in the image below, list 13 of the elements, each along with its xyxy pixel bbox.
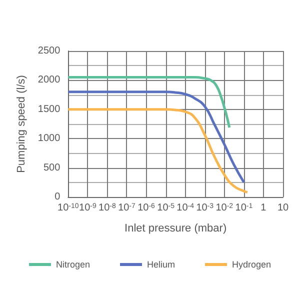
y-tick-label: 2500 [38, 46, 61, 56]
x-tick-label: 1 [260, 202, 267, 214]
y-tick-label: 1500 [38, 104, 61, 115]
x-axis-title: Inlet pressure (mbar) [124, 222, 227, 234]
y-tick-label: 500 [43, 162, 61, 174]
x-tick-label: 10 [277, 202, 289, 214]
y-tick-label: 0 [54, 192, 61, 202]
y-tick-label: 1000 [38, 133, 61, 144]
y-axis-title: Pumping speed (l/s) [16, 75, 28, 173]
y-tick-label: 2000 [38, 74, 61, 86]
legend-label: Hydrogen [232, 260, 272, 270]
legend-label: Helium [146, 260, 176, 270]
legend-label: Nitrogen [56, 260, 90, 270]
